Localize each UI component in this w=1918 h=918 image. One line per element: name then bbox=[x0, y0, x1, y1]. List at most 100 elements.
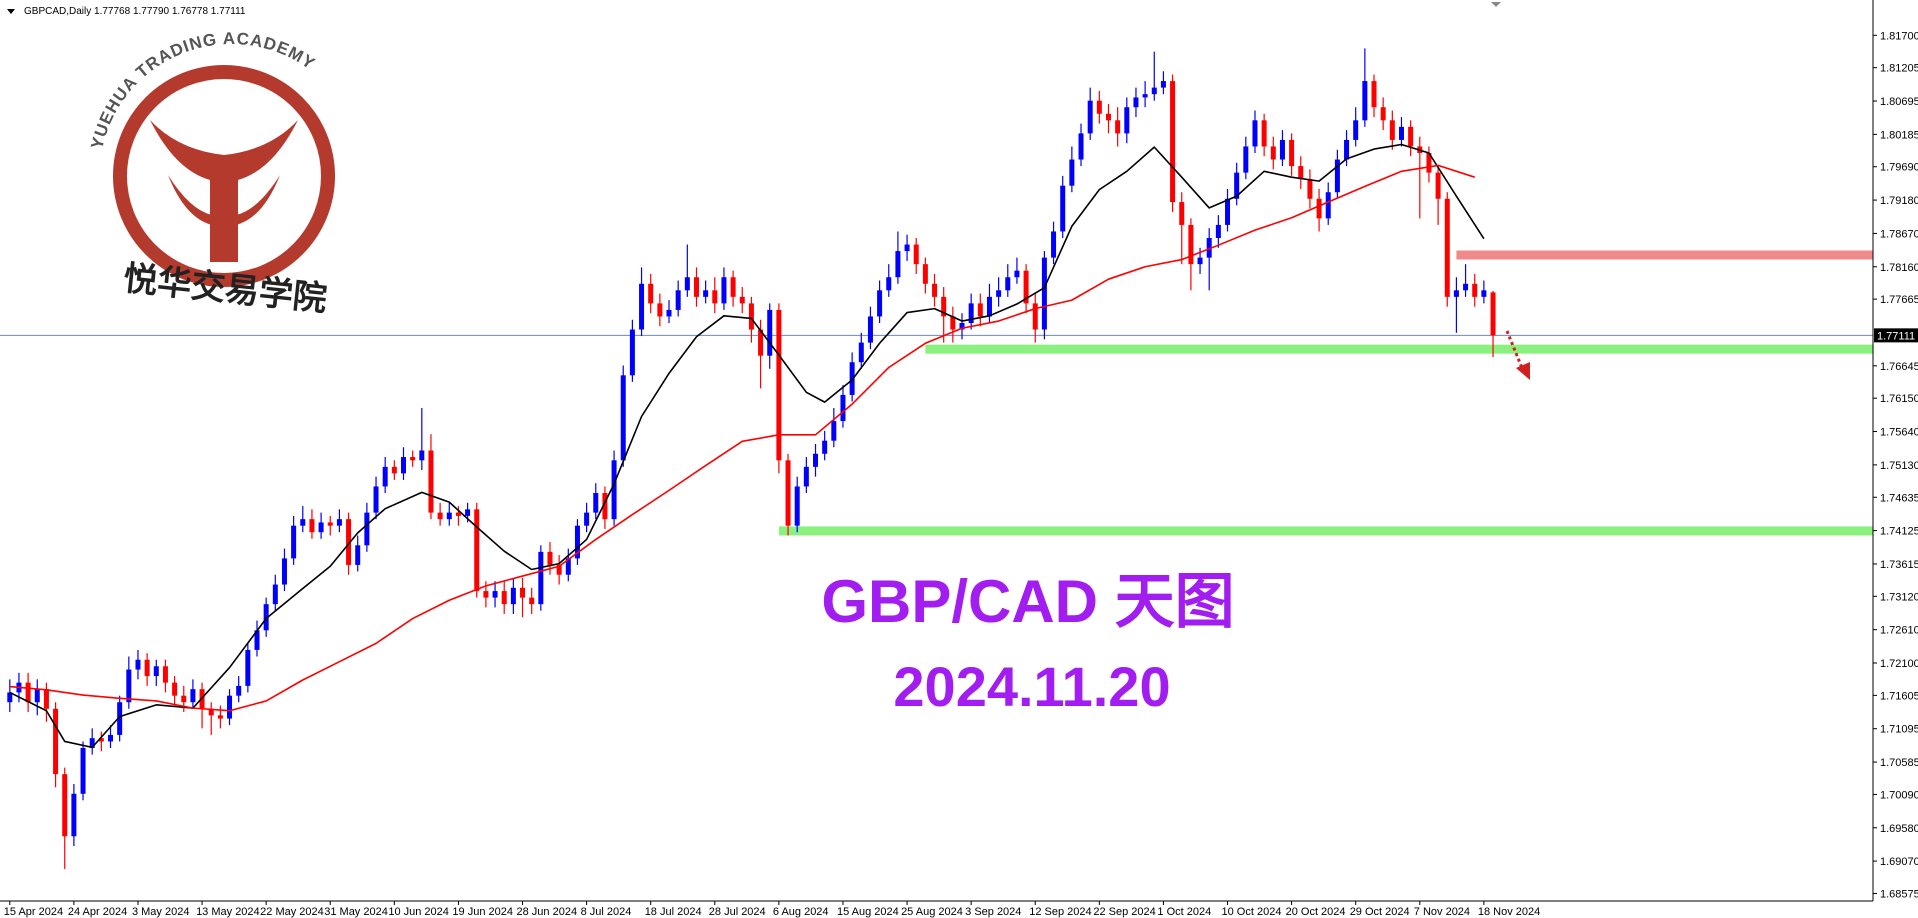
x-tick-label: 24 Apr 2024 bbox=[68, 906, 127, 918]
y-tick-label: 1.81205 bbox=[1880, 63, 1918, 75]
candle-body bbox=[272, 584, 278, 605]
candle-body bbox=[1444, 198, 1450, 297]
candle-body bbox=[172, 682, 178, 696]
x-tick-label: 7 Nov 2024 bbox=[1414, 906, 1470, 918]
candle-body bbox=[34, 689, 40, 703]
candle-body bbox=[62, 774, 68, 837]
candle-body bbox=[510, 587, 516, 605]
candle-body bbox=[1298, 166, 1304, 180]
x-tick-label: 20 Oct 2024 bbox=[1286, 906, 1346, 918]
candle-body bbox=[1389, 120, 1395, 140]
candle-body bbox=[922, 264, 928, 284]
x-tick-label: 31 May 2024 bbox=[324, 906, 388, 918]
y-tick-label: 1.69070 bbox=[1880, 856, 1918, 868]
candle-body bbox=[574, 525, 580, 559]
candle-body bbox=[108, 734, 114, 742]
candle-body bbox=[1270, 146, 1276, 160]
candle-body bbox=[391, 466, 397, 474]
candle-body bbox=[529, 597, 535, 605]
logo-ring bbox=[113, 65, 335, 287]
candle-body bbox=[318, 522, 324, 533]
plot-area bbox=[0, 48, 1873, 869]
candle-body bbox=[1124, 107, 1130, 134]
candle-body bbox=[611, 460, 617, 520]
y-tick-label: 1.75640 bbox=[1880, 427, 1918, 439]
candle-body bbox=[217, 715, 223, 719]
x-tick-label: 10 Jun 2024 bbox=[388, 906, 449, 918]
candle-body bbox=[1087, 100, 1093, 134]
y-tick-label: 1.70585 bbox=[1880, 757, 1918, 769]
y-tick-label: 1.79180 bbox=[1880, 195, 1918, 207]
candle-body bbox=[25, 682, 31, 703]
candle-body bbox=[355, 545, 361, 565]
candle-body bbox=[336, 519, 342, 526]
x-tick-label: 15 Aug 2024 bbox=[837, 906, 899, 918]
candle-body bbox=[684, 277, 690, 291]
candle-body bbox=[1243, 146, 1249, 173]
level-zone bbox=[925, 344, 1873, 354]
candle-body bbox=[43, 689, 49, 709]
y-tick-label: 1.78160 bbox=[1880, 262, 1918, 274]
candle-body bbox=[474, 509, 480, 592]
candle-body bbox=[703, 290, 709, 297]
candle-body bbox=[1481, 290, 1487, 297]
candle-body bbox=[1261, 120, 1267, 147]
candle-body bbox=[666, 309, 672, 317]
candle-body bbox=[281, 558, 287, 585]
candle-body bbox=[382, 466, 388, 487]
x-tick-label: 3 Sep 2024 bbox=[965, 906, 1021, 918]
candle-body bbox=[803, 466, 809, 487]
candle-body bbox=[547, 551, 553, 565]
candle-body bbox=[693, 277, 699, 297]
y-tick-label: 1.74635 bbox=[1880, 492, 1918, 504]
candle-body bbox=[181, 695, 187, 703]
x-tick-label: 6 Aug 2024 bbox=[773, 906, 829, 918]
y-tick-label: 1.75130 bbox=[1880, 460, 1918, 472]
candle-body bbox=[776, 309, 782, 461]
candle-body bbox=[364, 512, 370, 546]
candle-body bbox=[135, 659, 141, 670]
candle-body bbox=[895, 251, 901, 278]
y-tick-label: 1.80185 bbox=[1880, 129, 1918, 141]
candle-body bbox=[1344, 139, 1350, 160]
candle-body bbox=[1096, 100, 1102, 114]
candle-body bbox=[1179, 202, 1185, 225]
candle-body bbox=[1160, 81, 1166, 88]
y-tick-label: 1.73120 bbox=[1880, 591, 1918, 603]
candle-body bbox=[767, 309, 773, 356]
x-tick-label: 18 Nov 2024 bbox=[1478, 906, 1540, 918]
candle-body bbox=[1005, 277, 1011, 291]
moving-average-line bbox=[9, 143, 1485, 749]
candle-body bbox=[968, 303, 974, 323]
candle-body bbox=[602, 493, 608, 520]
candle-body bbox=[794, 486, 800, 526]
candle-body bbox=[126, 669, 132, 703]
candle-body bbox=[1215, 224, 1221, 238]
candle-body bbox=[996, 290, 1002, 297]
candle-body bbox=[584, 512, 590, 526]
candle-body bbox=[465, 509, 471, 516]
x-tick-label: 18 Jul 2024 bbox=[645, 906, 702, 918]
candle-body bbox=[1353, 120, 1359, 140]
candle-body bbox=[1279, 139, 1285, 160]
y-tick-label: 1.71095 bbox=[1880, 724, 1918, 736]
candle-body bbox=[1316, 198, 1322, 219]
candle-body bbox=[639, 283, 645, 330]
logo-emblem bbox=[150, 120, 298, 262]
y-tick-label: 1.76645 bbox=[1880, 361, 1918, 373]
candle-body bbox=[629, 329, 635, 376]
candle-body bbox=[1435, 172, 1441, 199]
candle-body bbox=[858, 342, 864, 363]
candle-body bbox=[410, 457, 416, 461]
candle-body bbox=[1023, 270, 1029, 304]
x-tick-label: 22 May 2024 bbox=[260, 906, 324, 918]
x-tick-label: 10 Oct 2024 bbox=[1222, 906, 1282, 918]
candle-body bbox=[739, 296, 745, 304]
candle-body bbox=[227, 695, 233, 719]
y-tick-label: 1.69580 bbox=[1880, 823, 1918, 835]
candle-body bbox=[950, 316, 956, 330]
candle-body bbox=[89, 738, 95, 748]
symbol-info: GBPCAD,Daily 1.77768 1.77790 1.76778 1.7… bbox=[24, 6, 246, 17]
candle-body bbox=[1225, 198, 1231, 225]
